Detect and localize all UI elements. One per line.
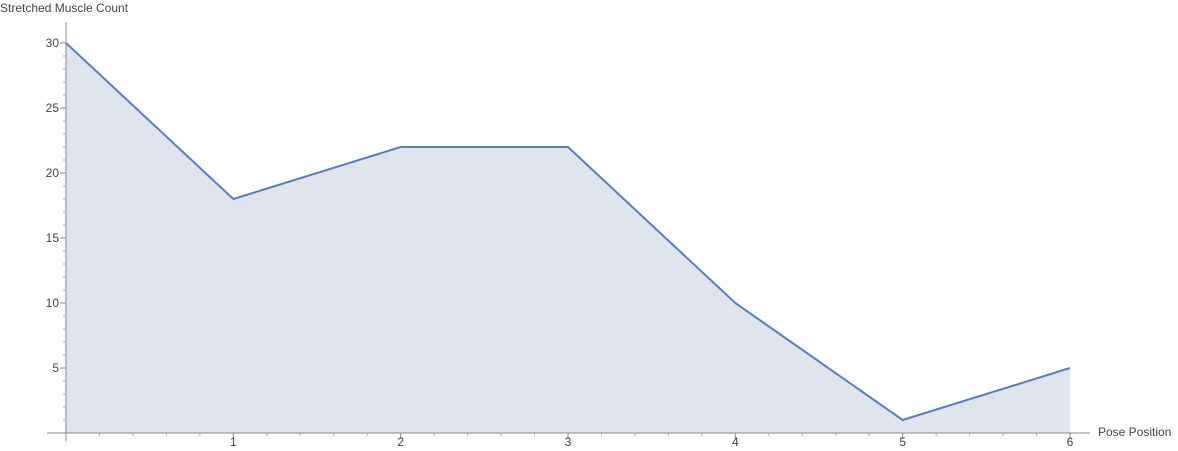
y-tick-label: 10	[46, 296, 60, 310]
y-tick-label: 30	[46, 36, 60, 50]
y-axis-label: Stretched Muscle Count	[0, 1, 129, 15]
x-tick-label: 2	[397, 435, 404, 449]
y-tick-label: 20	[46, 166, 60, 180]
x-tick-label: 3	[565, 435, 572, 449]
x-axis-label: Pose Position	[1098, 425, 1171, 439]
y-tick-label: 15	[46, 231, 60, 245]
x-tick-label: 1	[230, 435, 237, 449]
y-tick-label: 5	[52, 361, 59, 375]
x-tick-label: 6	[1067, 435, 1074, 449]
x-tick-label: 4	[732, 435, 739, 449]
tick-marks	[60, 42, 1071, 439]
series-area-fill	[66, 43, 1070, 433]
y-tick-label: 25	[46, 101, 60, 115]
x-tick-label: 5	[899, 435, 906, 449]
plot-area	[65, 42, 1071, 433]
tick-labels: 1 2 3 4 5 6 5 10 15 20 25 30	[46, 36, 1074, 449]
